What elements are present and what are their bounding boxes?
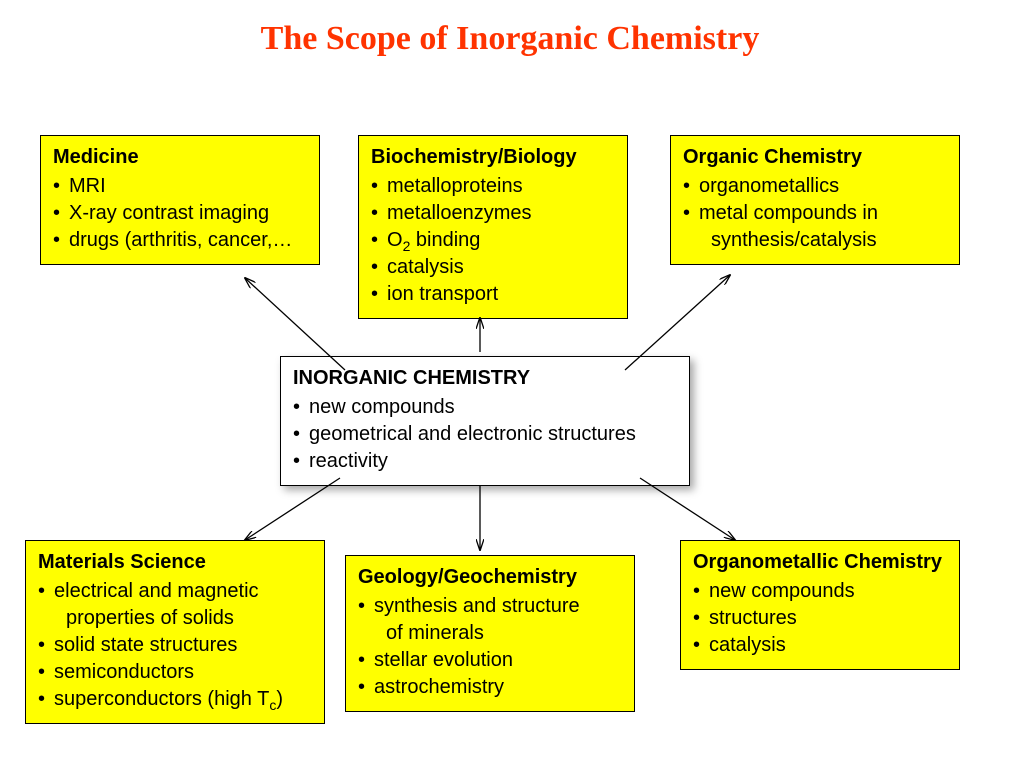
box-organometallic: Organometallic Chemistrynew compoundsstr…	[680, 540, 960, 670]
bullet-item: metalloenzymes	[371, 200, 615, 227]
bullet-item: metal compounds in	[683, 200, 947, 227]
bullet-item: synthesis/catalysis	[683, 227, 947, 254]
bullet-item: O2 binding	[371, 227, 615, 254]
bullet-item: structures	[693, 605, 947, 632]
bullet-item: astrochemistry	[358, 674, 622, 701]
box-materials: Materials Scienceelectrical and magnetic…	[25, 540, 325, 724]
bullet-item: stellar evolution	[358, 647, 622, 674]
center-bullet: new compounds	[293, 394, 677, 421]
bullet-item: MRI	[53, 173, 307, 200]
box-heading-materials: Materials Science	[38, 549, 312, 576]
center-box-inorganic: INORGANIC CHEMISTRY new compoundsgeometr…	[280, 356, 690, 486]
bullet-item: drugs (arthritis, cancer,…	[53, 227, 307, 254]
box-bullets-organic: organometallicsmetal compounds insynthes…	[683, 173, 947, 254]
page-title: The Scope of Inorganic Chemistry	[0, 20, 1020, 58]
bullet-item: metalloproteins	[371, 173, 615, 200]
box-heading-biochem: Biochemistry/Biology	[371, 144, 615, 171]
center-bullet: geometrical and electronic structures	[293, 421, 677, 448]
arrow	[245, 478, 340, 540]
bullet-item: new compounds	[693, 578, 947, 605]
bullet-item: properties of solids	[38, 605, 312, 632]
bullet-item: solid state structures	[38, 632, 312, 659]
box-bullets-materials: electrical and magneticproperties of sol…	[38, 578, 312, 713]
bullet-item: of minerals	[358, 620, 622, 647]
bullet-item: electrical and magnetic	[38, 578, 312, 605]
bullet-item: ion transport	[371, 281, 615, 308]
box-heading-organometallic: Organometallic Chemistry	[693, 549, 947, 576]
box-bullets-organometallic: new compoundsstructurescatalysis	[693, 578, 947, 659]
box-bullets-geology: synthesis and structureof mineralsstella…	[358, 593, 622, 701]
bullet-item: superconductors (high Tc)	[38, 686, 312, 713]
bullet-item: catalysis	[693, 632, 947, 659]
box-bullets-biochem: metalloproteinsmetalloenzymesO2 bindingc…	[371, 173, 615, 308]
arrow	[640, 478, 735, 540]
center-bullets: new compoundsgeometrical and electronic …	[293, 394, 677, 475]
box-bullets-medicine: MRIX-ray contrast imagingdrugs (arthriti…	[53, 173, 307, 254]
box-medicine: MedicineMRIX-ray contrast imagingdrugs (…	[40, 135, 320, 265]
box-geology: Geology/Geochemistrysynthesis and struct…	[345, 555, 635, 712]
center-heading: INORGANIC CHEMISTRY	[293, 365, 677, 392]
bullet-item: semiconductors	[38, 659, 312, 686]
box-heading-geology: Geology/Geochemistry	[358, 564, 622, 591]
bullet-item: catalysis	[371, 254, 615, 281]
box-heading-medicine: Medicine	[53, 144, 307, 171]
box-organic: Organic Chemistryorganometallicsmetal co…	[670, 135, 960, 265]
bullet-item: X-ray contrast imaging	[53, 200, 307, 227]
box-biochem: Biochemistry/Biologymetalloproteinsmetal…	[358, 135, 628, 319]
box-heading-organic: Organic Chemistry	[683, 144, 947, 171]
bullet-item: synthesis and structure	[358, 593, 622, 620]
center-bullet: reactivity	[293, 448, 677, 475]
bullet-item: organometallics	[683, 173, 947, 200]
